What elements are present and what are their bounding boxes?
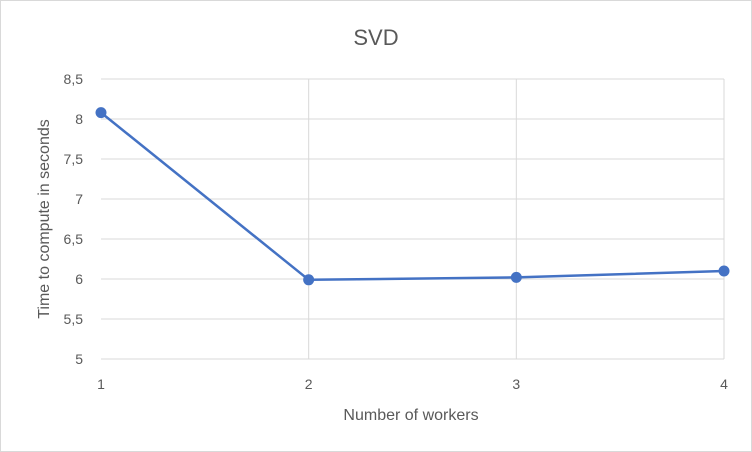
y-tick-label: 5,5 (64, 311, 84, 327)
y-tick-label: 7 (75, 191, 83, 207)
x-axis-tick-labels: 1 2 3 4 (97, 376, 728, 392)
data-point (303, 274, 315, 286)
series-layer (95, 107, 730, 286)
y-tick-label: 8 (75, 111, 83, 127)
y-axis-tick-labels: 5 5,5 6 6,5 7 7,5 8 8,5 (64, 71, 84, 367)
x-tick-label: 2 (305, 376, 313, 392)
y-tick-label: 5 (75, 351, 83, 367)
x-tick-label: 1 (97, 376, 105, 392)
x-tick-label: 3 (512, 376, 520, 392)
horizontal-gridlines (101, 78, 724, 360)
data-point (95, 107, 107, 119)
y-tick-label: 8,5 (64, 71, 84, 87)
y-tick-label: 7,5 (64, 151, 84, 167)
y-tick-label: 6 (75, 271, 83, 287)
chart-title: SVD (353, 25, 398, 50)
y-tick-label: 6,5 (64, 231, 84, 247)
x-axis-label: Number of workers (343, 407, 478, 424)
data-point (510, 271, 522, 283)
x-tick-label: 4 (720, 376, 728, 392)
data-point (718, 265, 730, 277)
series-line (100, 111, 725, 282)
vertical-gridlines (308, 79, 725, 359)
y-axis-label: Time to compute in seconds (36, 119, 53, 319)
